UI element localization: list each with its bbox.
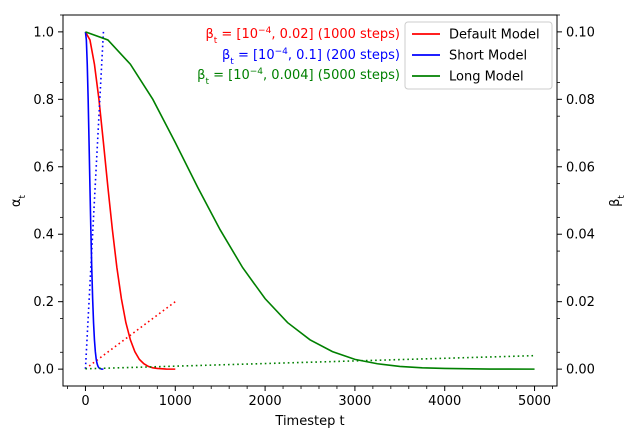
axes: [58, 14, 562, 391]
y-right-tick-label: 0.06: [566, 160, 595, 175]
x-tick-label: 1000: [159, 394, 192, 409]
beta-line-short-model: [84, 31, 105, 369]
alpha-line-long-model: [85, 31, 535, 370]
x-tick-label: 2000: [249, 394, 282, 409]
beta-range-annotation: βt = [10−4, 0.1] (200 steps): [222, 47, 400, 67]
legend-box: [404, 21, 553, 90]
y-right-tick-label: 0.08: [566, 93, 595, 108]
x-tick-label: 4000: [428, 394, 461, 409]
alpha-line-default-model: [84, 31, 176, 370]
alpha-line-short-model: [84, 31, 104, 370]
x-tick-label: 3000: [338, 394, 371, 409]
plot-frame: [62, 14, 558, 387]
plot-area: [84, 31, 535, 370]
legend-label: Long Model: [449, 70, 524, 85]
x-axis-label: Timestep t: [274, 414, 344, 429]
y-right-tick-label: 0.00: [566, 363, 595, 378]
y-left-tick-label: 0.4: [33, 228, 54, 243]
y-left-tick-label: 0.2: [33, 295, 54, 310]
y-left-tick-label: 0.0: [33, 363, 54, 378]
y-right-tick-label: 0.04: [566, 228, 595, 243]
y-right-tick-label: 0.02: [566, 295, 595, 310]
chart-text: Timestep t 0 1000 2000 3000 4000 5000 0.0 0.2 0.…: [9, 21, 627, 429]
legend-label: Default Model: [449, 28, 540, 43]
beta-line-long-model: [85, 354, 535, 370]
y-right-axis-label: βt: [608, 195, 627, 207]
y-left-axis-label: αt: [9, 194, 28, 207]
legend: Default Model Short Model Long Model: [404, 21, 553, 90]
beta-line-default-model: [84, 301, 176, 370]
y-right-tick-label: 0.10: [566, 25, 595, 40]
x-tick-label: 5000: [518, 394, 551, 409]
y-left-tick-label: 1.0: [33, 25, 54, 40]
beta-range-annotation: βt = [10−4, 0.004] (5000 steps): [197, 67, 400, 87]
y-left-tick-label: 0.8: [33, 93, 54, 108]
beta-range-annotation: βt = [10−4, 0.02] (1000 steps): [205, 26, 400, 46]
y-left-tick-label: 0.6: [33, 160, 54, 175]
legend-label: Short Model: [449, 49, 527, 64]
x-tick-label: 0: [81, 394, 89, 409]
